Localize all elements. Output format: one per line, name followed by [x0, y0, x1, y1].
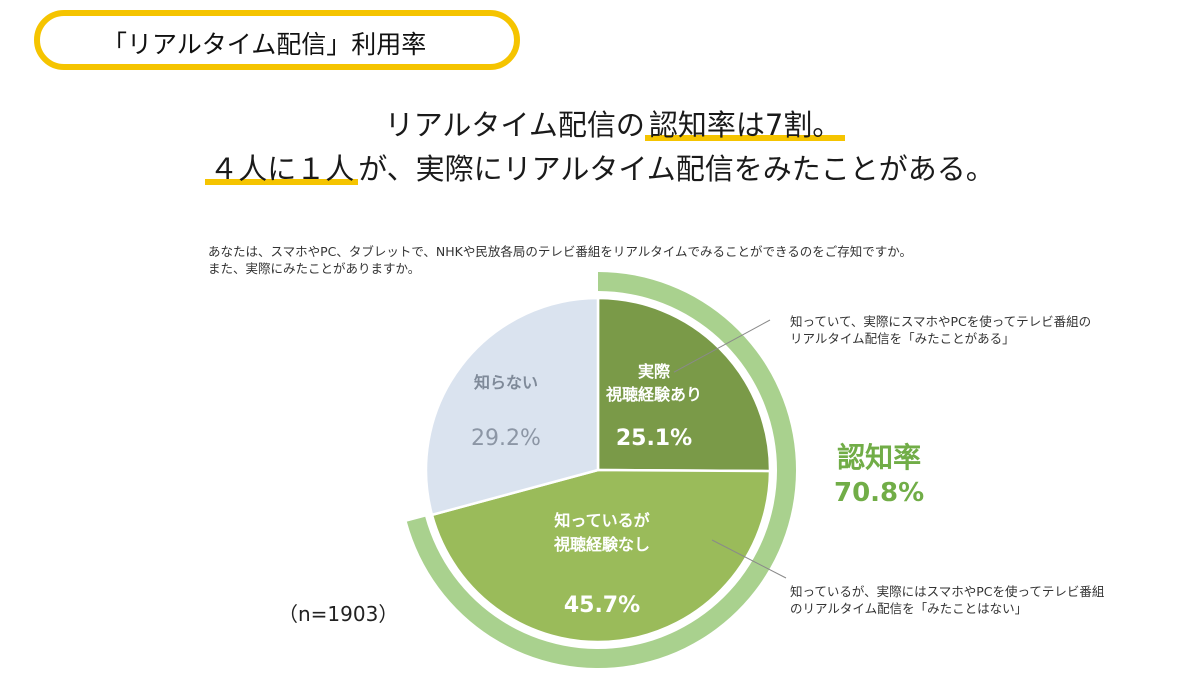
slice-aware-label-1: 知っているが	[554, 511, 649, 530]
leader-line-not-watched	[711, 539, 787, 579]
headline-line-1-highlight: 認知率は7割。	[644, 108, 846, 142]
survey-question-line-1: あなたは、スマホやPC、タブレットで、NHKや民放各局のテレビ番組をリアルタイム…	[208, 244, 912, 259]
callout-not-watched: 知っているが、実際にはスマホやPCを使ってテレビ番組 のリアルタイム配信を「みた…	[790, 583, 1104, 617]
slice-unaware-label: 知らない	[474, 373, 538, 392]
slice-aware-label-2: 視聴経験なし	[553, 535, 650, 554]
headline-line-2-suffix: が、実際にリアルタイム配信をみたことがある。	[358, 152, 995, 186]
leader-line-watched	[673, 319, 771, 373]
section-title: 「リアルタイム配信」利用率	[102, 30, 427, 59]
pie-slice-unaware	[424, 296, 600, 517]
slice-watched-value: 25.1%	[616, 426, 692, 451]
pie-slice-aware-not-watched	[430, 468, 772, 644]
pie-slice-watched	[596, 296, 772, 473]
survey-question: あなたは、スマホやPC、タブレットで、NHKや民放各局のテレビ番組をリアルタイム…	[208, 243, 912, 277]
callout-not-watched-line-1: 知っているが、実際にはスマホやPCを使ってテレビ番組	[790, 584, 1105, 599]
survey-question-line-2: また、実際にみたことがありますか。	[208, 261, 421, 276]
slice-unaware-value: 29.2%	[471, 426, 541, 451]
section-title-pill: 「リアルタイム配信」利用率	[34, 10, 520, 70]
headline-line-2: ４人に１人 が、実際にリアルタイム配信をみたことがある。	[0, 146, 1200, 188]
awareness-rate-label: 認知率	[837, 441, 922, 474]
headline-line-2-highlight: ４人に１人	[205, 152, 359, 186]
slice-aware-value: 45.7%	[564, 593, 640, 618]
callout-not-watched-line-2: のリアルタイム配信を「みたことはない」	[790, 601, 1028, 616]
callout-watched-line-2: リアルタイム配信を「みたことがある」	[790, 331, 1015, 346]
sample-size-label: （n=1903）	[278, 602, 399, 626]
callout-watched-line-1: 知っていて、実際にスマホやPCを使ってテレビ番組の	[790, 314, 1092, 329]
awareness-rate-value: 70.8%	[834, 478, 925, 508]
headline-line-1-prefix: リアルタイム配信の	[384, 108, 645, 142]
slice-watched-label-1: 実際	[638, 362, 671, 381]
callout-watched: 知っていて、実際にスマホやPCを使ってテレビ番組の リアルタイム配信を「みたこと…	[790, 313, 1091, 347]
headline-line-1: リアルタイム配信の 認知率は7割。	[0, 102, 1200, 144]
awareness-rate: 認知率 70.8%	[834, 436, 924, 508]
slice-watched-label-2: 視聴経験あり	[605, 385, 702, 404]
